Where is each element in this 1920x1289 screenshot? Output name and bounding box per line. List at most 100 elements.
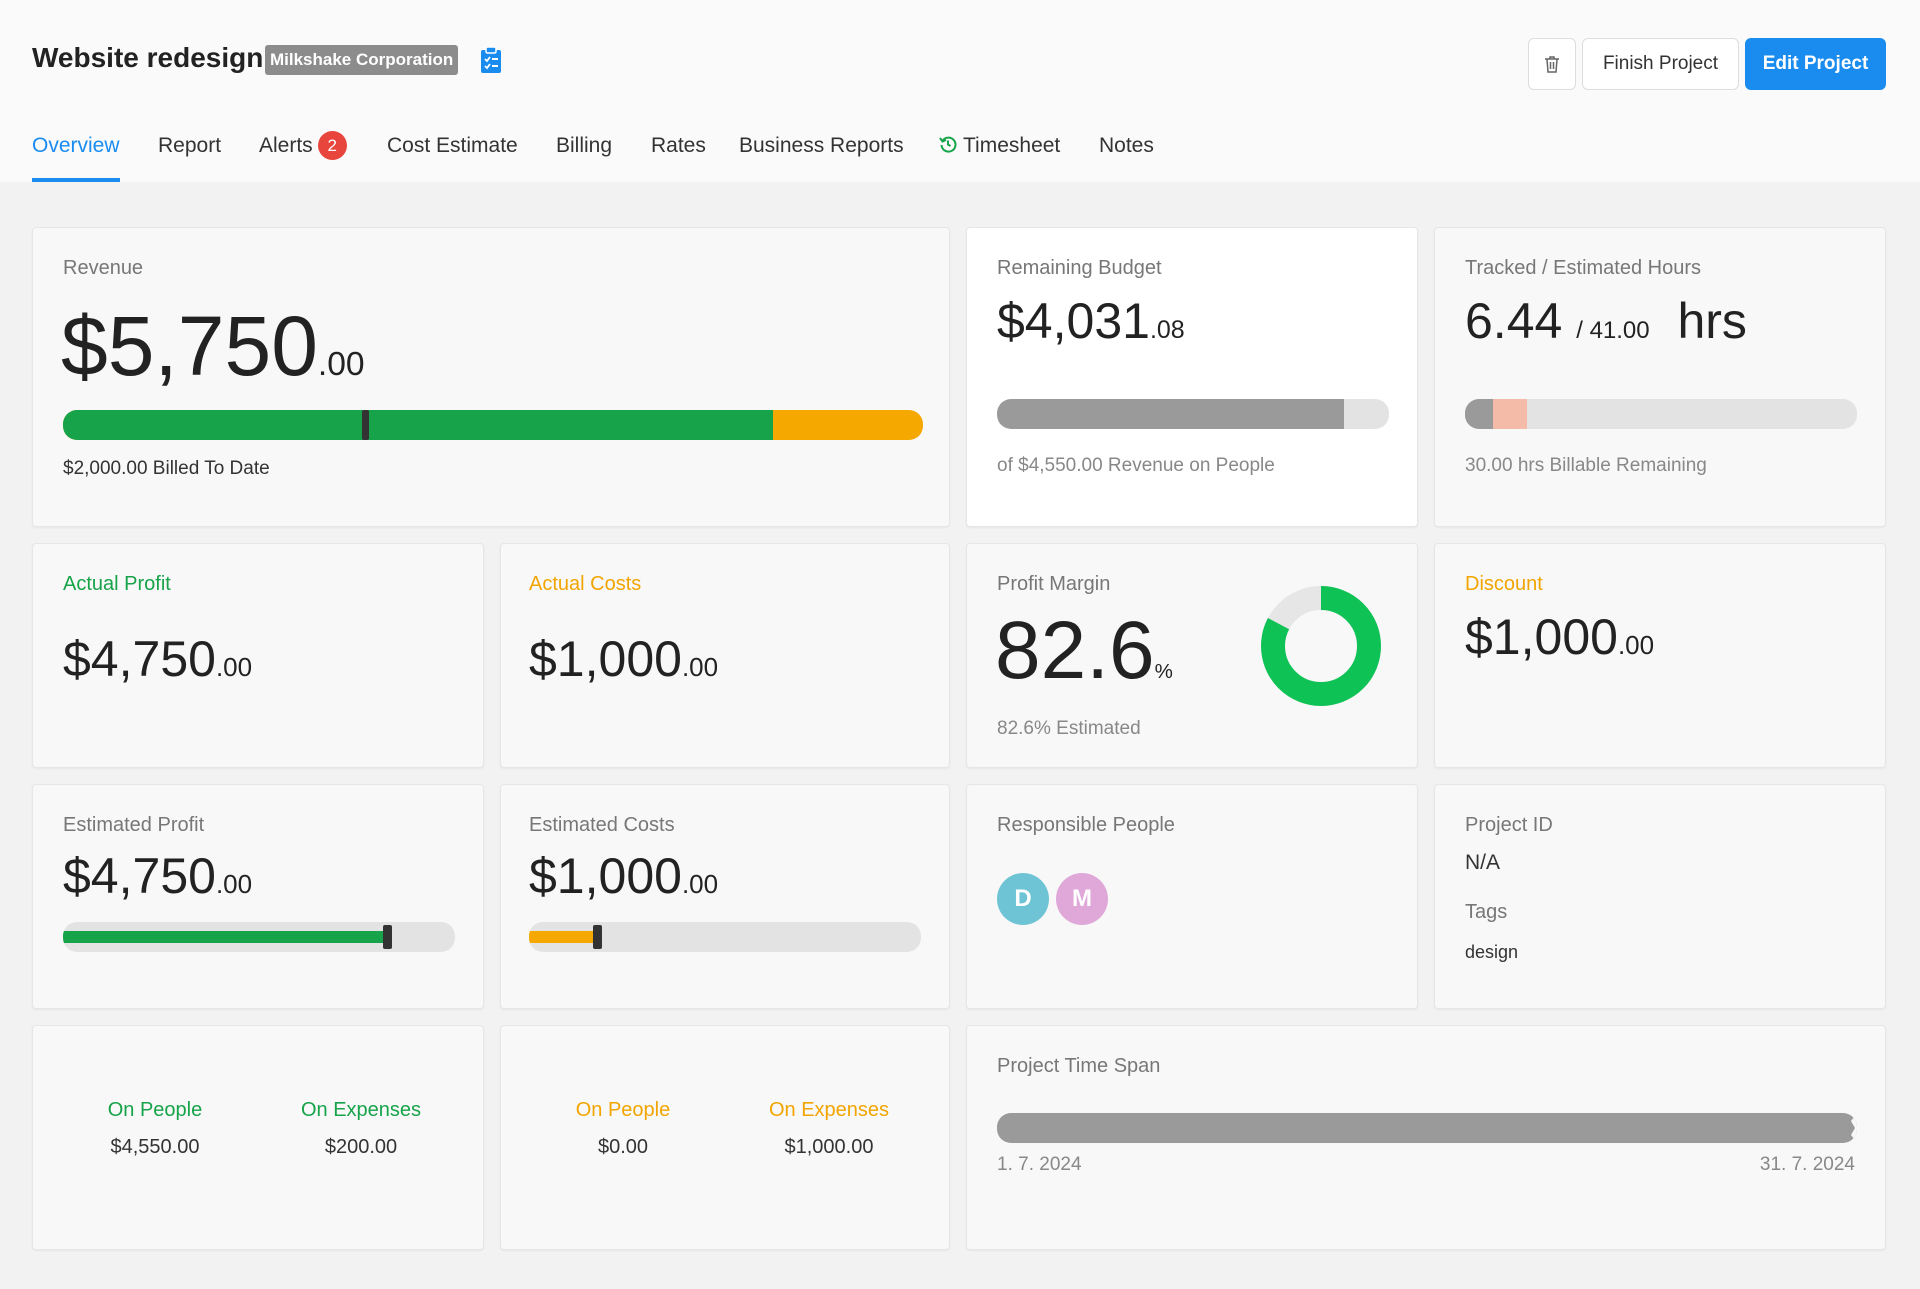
estimated-profit-bar (63, 922, 455, 952)
alerts-count-badge: 2 (317, 131, 347, 160)
profit-margin-number: 82.6 (995, 605, 1155, 696)
profit-margin-donut (1261, 586, 1381, 706)
actual-costs-whole: $1,000 (529, 631, 682, 687)
tab-billing[interactable]: Billing (556, 134, 613, 157)
remaining-budget-note: of $4,550.00 Revenue on People (997, 455, 1275, 476)
tab-report[interactable]: Report (158, 134, 222, 157)
revenue-green-segment (63, 410, 774, 440)
estimated-costs-fill (529, 931, 598, 943)
time-span-end: 31. 7. 2024 (1759, 1154, 1855, 1175)
revenue-label: Revenue (63, 257, 144, 279)
profit-margin-note: 82.6% Estimated (997, 718, 1141, 739)
profit-on-people-label: On People (107, 1099, 203, 1121)
estimated-costs-marker (593, 925, 603, 949)
discount-card: Discount $1,000.00 (1434, 543, 1886, 768)
estimated-costs-cents: .00 (681, 869, 719, 899)
discount-whole: $1,000 (1465, 609, 1618, 665)
tags-label: Tags (1465, 901, 1508, 923)
discount-amount: $1,000.00 (1465, 608, 1654, 666)
estimated-costs-label: Estimated Costs (529, 814, 675, 836)
tab-cost-estimate[interactable]: Cost Estimate (387, 134, 518, 157)
estimated-costs-amount: $1,000.00 (529, 847, 718, 905)
profit-margin-label: Profit Margin (997, 573, 1111, 595)
remaining-budget-cents: .08 (1149, 316, 1185, 344)
responsible-people-label: Responsible People (997, 814, 1175, 836)
actual-profit-whole: $4,750 (63, 631, 216, 687)
time-span-bar (997, 1113, 1857, 1143)
hours-card: Tracked / Estimated Hours 6.44 / 41.00 h… (1434, 227, 1886, 527)
tab-business-reports[interactable]: Business Reports (739, 134, 904, 157)
remaining-budget-amount: $4,031.08 (997, 292, 1185, 350)
time-span-label: Project Time Span (997, 1055, 1161, 1077)
actual-profit-cents: .00 (215, 652, 253, 682)
revenue-amount-whole: $5,750 (61, 299, 318, 393)
project-title: Website redesign (32, 42, 264, 73)
profit-breakdown-card: On People $4,550.00 On Expenses $200.00 (32, 1025, 484, 1250)
remaining-budget-bar (997, 399, 1389, 429)
hours-bar (1465, 399, 1857, 429)
cost-breakdown-card: On People $0.00 On Expenses $1,000.00 (500, 1025, 950, 1250)
avatar[interactable]: D (997, 873, 1049, 925)
billed-marker (362, 410, 370, 440)
actual-profit-amount: $4,750.00 (63, 630, 252, 688)
estimated-costs-card: Estimated Costs $1,000.00 (500, 784, 950, 1009)
cost-on-people-value: $0.00 (597, 1136, 649, 1158)
hours-estimated: / 41.00 (1576, 317, 1650, 344)
hours-unit: hrs (1677, 293, 1747, 349)
finish-project-button[interactable]: Finish Project (1582, 38, 1739, 90)
cost-on-expenses-label: On Expenses (768, 1099, 890, 1121)
revenue-amount: $5,750.00 (61, 298, 365, 395)
donut-value-arc (1261, 586, 1381, 706)
client-badge[interactable]: Milkshake Corporation (265, 45, 459, 75)
project-info-card: Project ID N/A Tags design (1434, 784, 1886, 1009)
hours-tracked-segment (1465, 399, 1493, 429)
project-tabs: Overview Report Alerts 2 Cost Estimate Bi… (0, 130, 1920, 182)
estimated-costs-whole: $1,000 (529, 848, 682, 904)
actual-costs-label: Actual Costs (529, 573, 642, 595)
tab-alerts-label: Alerts (259, 134, 313, 157)
timer-icon (939, 136, 957, 153)
estimated-profit-cents: .00 (215, 869, 253, 899)
hours-value: 6.44 / 41.00 hrs (1465, 292, 1747, 350)
profit-on-expenses-value: $200.00 (324, 1136, 398, 1158)
avatar[interactable]: M (1056, 873, 1108, 925)
profit-on-people-value: $4,550.00 (110, 1136, 200, 1158)
delete-button[interactable] (1528, 38, 1576, 90)
hours-overage-segment (1493, 399, 1527, 429)
tab-rates[interactable]: Rates (651, 134, 706, 157)
tab-notes[interactable]: Notes (1099, 134, 1154, 157)
edit-project-button[interactable]: Edit Project (1745, 38, 1886, 90)
estimated-costs-bar (529, 922, 921, 952)
hours-label: Tracked / Estimated Hours (1465, 257, 1702, 279)
clipboard-icon[interactable] (480, 46, 502, 74)
cost-on-expenses-value: $1,000.00 (784, 1136, 874, 1158)
discount-cents: .00 (1617, 630, 1655, 660)
profit-margin-unit: % (1154, 660, 1173, 683)
actual-costs-card: Actual Costs $1,000.00 (500, 543, 950, 768)
profit-margin-card: Profit Margin 82.6% 82.6% Estimated (966, 543, 1418, 768)
revenue-card: Revenue $5,750.00 $2,000.00 Billed To Da… (32, 227, 950, 527)
cost-on-people-label: On People (575, 1099, 671, 1121)
actual-costs-amount: $1,000.00 (529, 630, 718, 688)
trash-icon (1545, 56, 1559, 73)
page-header: Website redesign Milkshake Corporation F… (0, 0, 1920, 182)
remaining-budget-whole: $4,031 (997, 293, 1150, 349)
estimated-profit-card: Estimated Profit $4,750.00 (32, 784, 484, 1009)
revenue-progress-bar (63, 410, 923, 440)
tag-design[interactable]: design (1465, 942, 1519, 962)
profit-on-expenses-label: On Expenses (300, 1099, 422, 1121)
billed-to-date: $2,000.00 Billed To Date (63, 458, 270, 479)
estimated-profit-marker (382, 925, 392, 949)
tab-timesheet[interactable]: Timesheet (939, 130, 1060, 182)
responsible-people-card: Responsible People D M (966, 784, 1418, 1009)
estimated-profit-amount: $4,750.00 (63, 847, 252, 905)
actual-profit-label: Actual Profit (63, 573, 171, 595)
estimated-profit-fill (63, 931, 387, 943)
time-span-start: 1. 7. 2024 (997, 1154, 1082, 1175)
tab-alerts[interactable]: Alerts 2 (259, 130, 347, 182)
remaining-budget-card: Remaining Budget $4,031.08 of $4,550.00 … (966, 227, 1418, 527)
revenue-amount-cents: .00 (317, 346, 365, 383)
tab-overview[interactable]: Overview (32, 130, 120, 182)
hours-tracked: 6.44 (1465, 293, 1563, 349)
remaining-budget-label: Remaining Budget (997, 257, 1162, 279)
